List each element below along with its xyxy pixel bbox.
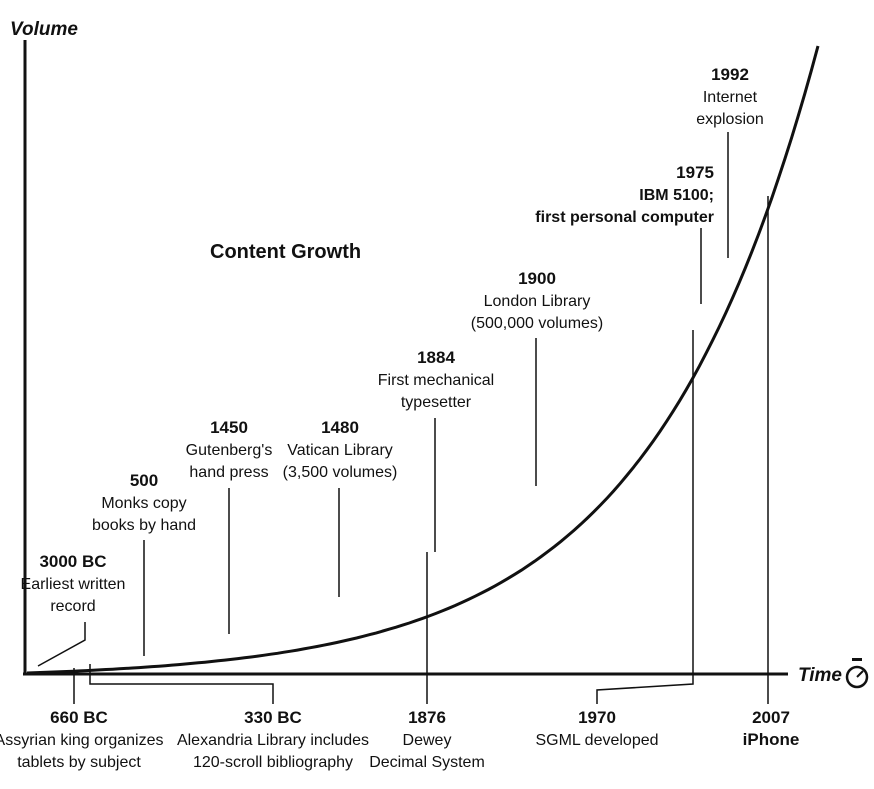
event-label-line: first personal computer <box>535 209 714 226</box>
event-1480: 1480 Vatican Library (3,500 volumes) <box>283 418 398 481</box>
event-660bc: 660 BC Assyrian king organizes tablets b… <box>0 708 163 771</box>
event-year: 1992 <box>711 65 749 84</box>
event-label-line: iPhone <box>743 730 800 749</box>
event-330bc: 330 BC Alexandria Library includes 120-s… <box>177 708 369 771</box>
event-label-line: London Library <box>484 293 591 310</box>
event-label-line: tablets by subject <box>17 754 141 771</box>
event-1450: 1450 Gutenberg's hand press <box>186 418 273 481</box>
event-label-line: typesetter <box>401 394 472 411</box>
growth-curve <box>26 45 820 675</box>
stopwatch-icon <box>845 658 869 689</box>
event-3000bc: 3000 BC Earliest written record <box>21 552 126 615</box>
event-label-line: Gutenberg's <box>186 442 273 459</box>
event-label-line: books by hand <box>92 517 196 534</box>
event-year: 1970 <box>578 708 616 727</box>
event-year: 1876 <box>408 708 446 727</box>
event-1900: 1900 London Library (500,000 volumes) <box>471 269 604 332</box>
event-1975: 1975 IBM 5100; first personal computer <box>535 163 714 226</box>
leader-3000bc <box>37 622 86 667</box>
leader-1970 <box>596 330 694 704</box>
event-year: 660 BC <box>50 708 108 727</box>
event-2007: 2007 iPhone <box>743 708 800 749</box>
event-label-line: record <box>50 598 95 615</box>
event-year: 2007 <box>752 708 790 727</box>
event-label-line: First mechanical <box>378 372 494 389</box>
event-label-line: Internet <box>703 89 758 106</box>
event-1970: 1970 SGML developed <box>535 708 658 749</box>
event-label-line: (3,500 volumes) <box>283 464 398 481</box>
event-1884: 1884 First mechanical typesetter <box>378 348 494 411</box>
event-year: 1884 <box>417 348 455 367</box>
event-500: 500 Monks copy books by hand <box>92 471 196 534</box>
y-axis-label: Volume <box>10 19 78 40</box>
event-label-line: Alexandria Library includes <box>177 732 369 749</box>
chart-title: Content Growth <box>210 241 361 263</box>
event-year: 1900 <box>518 269 556 288</box>
event-label-line: (500,000 volumes) <box>471 315 604 332</box>
event-label-line: Monks copy <box>101 495 186 512</box>
event-label-line: Earliest written <box>21 576 126 593</box>
leader-lines <box>37 132 769 704</box>
event-label-line: explosion <box>696 111 764 128</box>
event-year: 330 BC <box>244 708 302 727</box>
event-year: 1450 <box>210 418 248 437</box>
x-axis-label: Time <box>798 665 842 686</box>
event-label-line: Vatican Library <box>287 442 393 459</box>
event-1992: 1992 Internet explosion <box>696 65 764 128</box>
event-year: 3000 BC <box>39 552 106 571</box>
event-1876: 1876 Dewey Decimal System <box>369 708 485 771</box>
event-label-line: IBM 5100; <box>639 187 714 204</box>
event-label-line: SGML developed <box>535 732 658 749</box>
event-label-line: Assyrian king organizes <box>0 732 163 749</box>
leader-330bc <box>89 664 274 704</box>
event-year: 1975 <box>676 163 714 182</box>
event-label-line: hand press <box>189 464 268 481</box>
event-label-line: 120-scroll bibliography <box>193 754 353 771</box>
event-label-line: Decimal System <box>369 754 485 771</box>
event-year: 1480 <box>321 418 359 437</box>
event-label-line: Dewey <box>403 732 452 749</box>
event-year: 500 <box>130 471 158 490</box>
